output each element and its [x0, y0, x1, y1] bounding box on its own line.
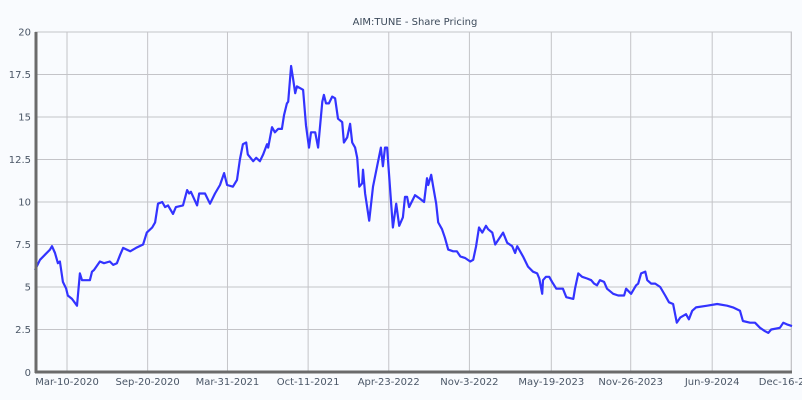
x-tick-label: Jun-9-2024 — [684, 377, 740, 388]
chart-title: AIM:TUNE - Share Pricing — [353, 17, 478, 28]
y-tick-label: 5 — [25, 283, 31, 294]
y-tick-label: 20 — [18, 28, 31, 39]
y-axis-ticks: 0 2.5 5 7.5 10 12.5 15 17.5 20 — [9, 28, 31, 380]
y-tick-label: 7.5 — [15, 240, 31, 251]
x-tick-label: May-19-2023 — [518, 377, 584, 388]
x-tick-label: Mar-31-2021 — [196, 377, 260, 388]
x-tick-label: Apr-23-2022 — [358, 377, 420, 388]
y-tick-label: 17.5 — [9, 70, 31, 81]
series-layer — [34, 64, 793, 334]
y-tick-label: 2.5 — [15, 325, 31, 336]
price-line — [34, 64, 793, 334]
x-tick-label: Oct-11-2021 — [277, 377, 340, 388]
gridlines — [35, 31, 792, 372]
x-axis-ticks: Mar-10-2020 Sep-20-2020 Mar-31-2021 Oct-11-… — [35, 377, 802, 388]
x-tick-label: Dec-16-2024 — [759, 377, 802, 388]
y-tick-label: 12.5 — [9, 155, 31, 166]
x-tick-label: Sep-20-2020 — [116, 377, 180, 388]
x-tick-label: Nov-26-2023 — [598, 377, 663, 388]
x-tick-label: Nov-3-2022 — [440, 377, 498, 388]
x-tick-label: Mar-10-2020 — [35, 377, 99, 388]
y-tick-label: 15 — [18, 113, 31, 124]
y-tick-label: 10 — [18, 198, 31, 209]
y-tick-label: 0 — [25, 368, 31, 379]
